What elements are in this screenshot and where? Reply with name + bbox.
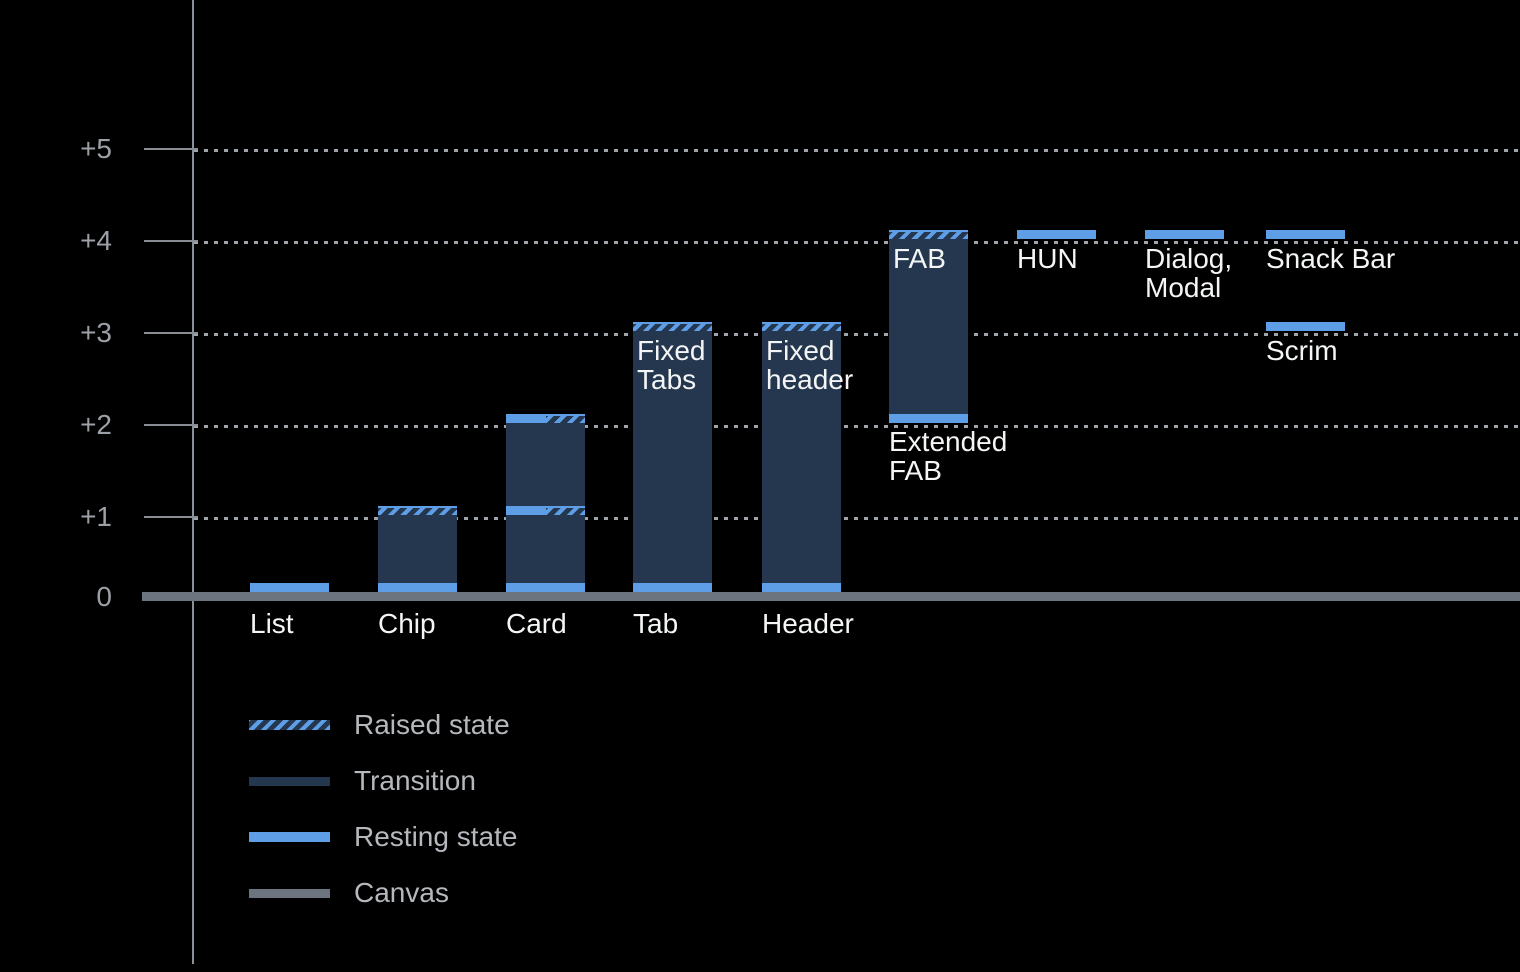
bar-label-line: Fixed xyxy=(637,335,706,366)
label-hun: HUN xyxy=(1017,244,1078,273)
legend-label: Raised state xyxy=(354,709,510,740)
label-line: Extended xyxy=(889,426,1008,457)
legend-label: Resting state xyxy=(354,821,518,852)
resting-marker-tab-l0 xyxy=(633,583,712,592)
label-line: FAB xyxy=(889,455,942,486)
bar-label-extended-fab: FAB xyxy=(893,244,946,273)
label-snack-bar: Snack Bar xyxy=(1266,244,1395,273)
tick-mark-+5 xyxy=(144,148,198,150)
bar-header xyxy=(762,322,841,592)
legend-label: Transition xyxy=(354,765,476,796)
gridline-+5 xyxy=(194,149,1520,152)
label-scrim: Scrim xyxy=(1266,336,1338,365)
bar-label-tab: Fixed Tabs xyxy=(637,336,705,394)
gridline-+2 xyxy=(194,425,1520,428)
label-line: Chip xyxy=(378,608,436,639)
bar-label-header: Fixed header xyxy=(766,336,853,394)
raised-half xyxy=(546,414,585,423)
resting-marker-dialog-modal-l4 xyxy=(1145,230,1224,239)
y-tick-label: +1 xyxy=(80,501,112,532)
resting-raised-marker-card-l2 xyxy=(506,414,585,423)
y-tick-label: 0 xyxy=(96,581,112,612)
label-line: Card xyxy=(506,608,567,639)
raised-marker-extended-fab-l4 xyxy=(889,230,968,239)
legend-swatch-transition xyxy=(249,776,330,786)
label-chip: Chip xyxy=(378,609,436,638)
label-line: Scrim xyxy=(1266,335,1338,366)
resting-marker-scrim-l3 xyxy=(1266,322,1345,331)
resting-half xyxy=(506,414,547,423)
tick-mark-+3 xyxy=(144,332,198,334)
label-extended-fab: Extended FAB xyxy=(889,427,1007,485)
label-card: Card xyxy=(506,609,567,638)
legend-swatch-canvas xyxy=(249,888,330,898)
label-line: Snack Bar xyxy=(1266,243,1396,274)
tick-mark-+4 xyxy=(144,240,198,242)
bar-label-line: FAB xyxy=(893,243,946,274)
y-tick-label: +4 xyxy=(80,225,112,256)
raised-marker-tab-l3 xyxy=(633,322,712,331)
bar-chip xyxy=(378,506,457,592)
bar-card xyxy=(506,414,585,592)
gridline-+4 xyxy=(194,241,1520,244)
y-tick-label: +5 xyxy=(80,133,112,164)
bar-extended-fab xyxy=(889,230,968,423)
label-line: Header xyxy=(762,608,854,639)
y-tick-label: +2 xyxy=(80,409,112,440)
label-line: Dialog, xyxy=(1145,243,1233,274)
resting-marker-chip-l0 xyxy=(378,583,457,592)
label-line: Tab xyxy=(633,608,679,639)
bar-tab xyxy=(633,322,712,592)
label-line: List xyxy=(250,608,294,639)
resting-marker-hun-l4 xyxy=(1017,230,1096,239)
resting-marker-snack-bar-l4 xyxy=(1266,230,1345,239)
resting-marker-card-l0 xyxy=(506,583,585,592)
label-line: Modal xyxy=(1145,272,1222,303)
resting-marker-header-l0 xyxy=(762,583,841,592)
legend-label: Canvas xyxy=(354,877,449,908)
y-axis-line xyxy=(192,0,194,964)
label-header: Header xyxy=(762,609,854,638)
legend-item-resting: Resting state xyxy=(249,823,649,851)
tick-mark-+2 xyxy=(144,424,198,426)
label-dialog-modal: Dialog, Modal xyxy=(1145,244,1232,302)
label-line: HUN xyxy=(1017,243,1078,274)
legend-swatch-raised xyxy=(249,720,330,730)
resting-marker-list-l0 xyxy=(250,583,329,592)
legend-item-transition: Transition xyxy=(249,767,649,795)
label-list: List xyxy=(250,609,294,638)
y-tick-label: +3 xyxy=(80,317,112,348)
bar-label-line: header xyxy=(766,364,854,395)
gridline-+3 xyxy=(194,333,1520,336)
resting-raised-marker-card-l1 xyxy=(506,506,585,515)
raised-marker-header-l3 xyxy=(762,322,841,331)
canvas-baseline xyxy=(142,592,1520,601)
gridline-+1 xyxy=(194,517,1520,520)
bar-label-line: Tabs xyxy=(637,364,697,395)
resting-marker-extended-fab-l2 xyxy=(889,414,968,423)
resting-half xyxy=(506,506,547,515)
label-tab: Tab xyxy=(633,609,678,638)
raised-marker-chip-l1 xyxy=(378,506,457,515)
raised-half xyxy=(546,506,585,515)
tick-mark-+1 xyxy=(144,516,198,518)
legend-item-raised: Raised state xyxy=(249,711,649,739)
legend-swatch-resting xyxy=(249,832,330,842)
bar-label-line: Fixed xyxy=(766,335,835,366)
legend-item-canvas: Canvas xyxy=(249,879,649,907)
